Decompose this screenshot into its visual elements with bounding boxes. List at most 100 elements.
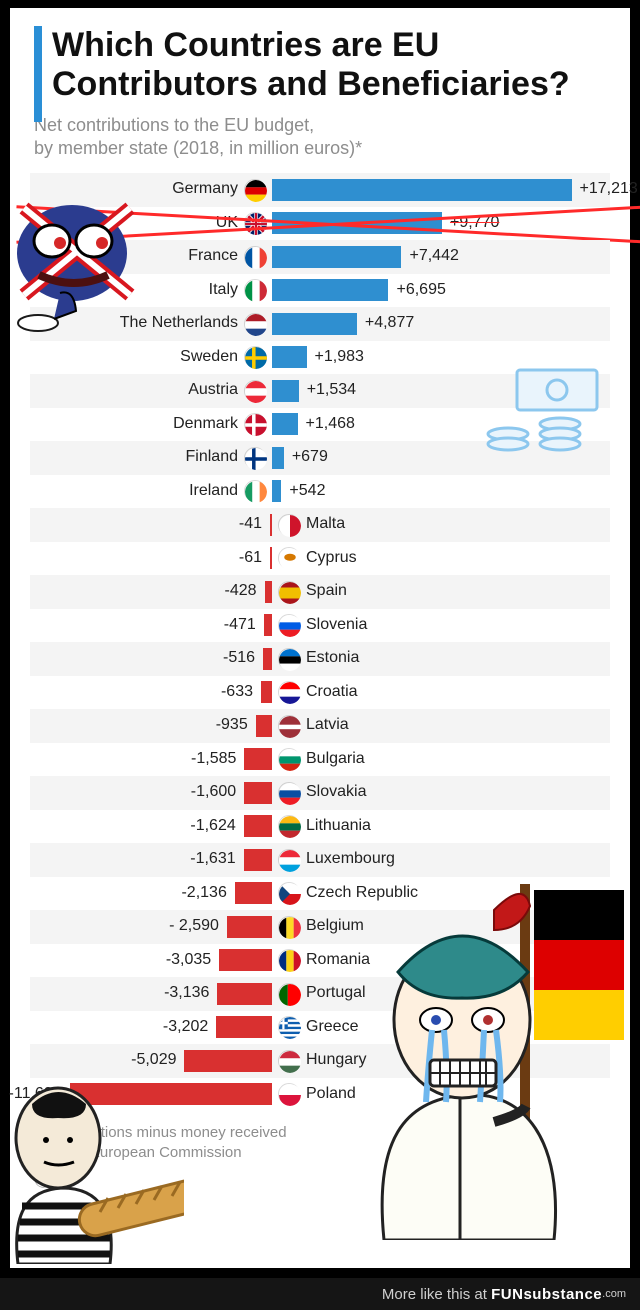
country-label: Poland <box>306 1085 356 1103</box>
value-label: +542 <box>289 482 325 500</box>
country-label: The Netherlands <box>120 314 238 332</box>
bar <box>216 1016 272 1038</box>
bar <box>219 949 272 971</box>
flag-icon <box>278 782 300 804</box>
flag-icon <box>278 882 300 904</box>
country-label: Italy <box>209 281 238 299</box>
flag-icon <box>278 949 300 971</box>
bar <box>272 480 281 502</box>
flag-icon <box>278 748 300 770</box>
country-label: Austria <box>188 381 238 399</box>
bar-row: Slovakia-1,600 <box>30 776 610 810</box>
bar <box>272 413 298 435</box>
value-label: -41 <box>239 515 262 533</box>
bar-row: Ireland +542 <box>30 475 610 509</box>
footnote: * Contributions minus money received Sou… <box>34 1123 610 1192</box>
bar-row: Latvia-935 <box>30 709 610 743</box>
country-label: Croatia <box>306 683 358 701</box>
bar-row: Belgium - 2,590 <box>30 910 610 944</box>
bar-row: Slovenia-471 <box>30 609 610 643</box>
bar-row: UK+9,770 <box>30 207 610 241</box>
bar <box>244 815 272 837</box>
bar-row: Bulgaria -1,585 <box>30 743 610 777</box>
country-label: Romania <box>306 951 370 969</box>
footnote-line1: * Contributions minus money received <box>34 1124 287 1141</box>
value-label: -516 <box>223 649 255 667</box>
flag-icon <box>278 1083 300 1105</box>
flag-icon <box>278 715 300 737</box>
value-label: -1,631 <box>190 850 235 868</box>
bar <box>270 547 272 569</box>
flag-icon <box>278 916 300 938</box>
flag-icon <box>244 246 266 268</box>
bar <box>244 782 272 804</box>
value-label: -1,600 <box>191 783 236 801</box>
value-label: +6,695 <box>396 281 445 299</box>
page: Which Countries are EU Contributors and … <box>0 0 640 1310</box>
flag-icon <box>278 547 300 569</box>
value-label: -3,202 <box>163 1018 208 1036</box>
country-label: Lithuania <box>306 817 371 835</box>
site-footer: More like this at FUNsubstance .com <box>0 1278 640 1310</box>
value-label: -11,632 <box>9 1085 62 1103</box>
subtitle-line1: Net contributions to the EU budget, <box>34 115 314 135</box>
bar <box>261 681 272 703</box>
flag-icon <box>278 983 300 1005</box>
value-label: -1,624 <box>190 817 235 835</box>
bar <box>265 581 272 603</box>
bar <box>272 279 388 301</box>
bar <box>217 983 272 1005</box>
bar <box>244 849 272 871</box>
cc-icon: ⓒⓔ <box>34 1168 70 1192</box>
value-label: -61 <box>239 549 262 567</box>
value-label: +679 <box>292 448 328 466</box>
flag-icon <box>278 648 300 670</box>
bar-row: Romania -3,035 <box>30 944 610 978</box>
bar <box>70 1083 272 1105</box>
country-label: Portugal <box>306 984 366 1002</box>
bar-row: Cyprus -61 <box>30 542 610 576</box>
value-label: -5,029 <box>131 1051 176 1069</box>
flag-icon <box>244 313 266 335</box>
country-label: Spain <box>306 582 347 600</box>
footer-brand: FUNsubstance <box>491 1286 602 1303</box>
bar <box>272 380 299 402</box>
flag-icon <box>278 581 300 603</box>
bar-row: Hungary-5,029 <box>30 1044 610 1078</box>
country-label: France <box>188 247 238 265</box>
flag-icon <box>244 413 266 435</box>
bar <box>263 648 272 670</box>
country-label: Luxembourg <box>306 850 395 868</box>
bar <box>244 748 272 770</box>
value-label: -633 <box>221 683 253 701</box>
value-label: -1,585 <box>191 750 236 768</box>
value-label: +4,877 <box>365 314 414 332</box>
value-label: - 2,590 <box>169 917 219 935</box>
country-label: Bulgaria <box>306 750 365 768</box>
value-label: +1,468 <box>306 415 355 433</box>
flag-icon <box>244 346 266 368</box>
flag-icon <box>278 815 300 837</box>
bar-chart: Germany+17,213UK+9,770France+7,442Italy+… <box>30 173 610 1111</box>
country-label: Estonia <box>306 649 359 667</box>
infographic-card: Which Countries are EU Contributors and … <box>10 8 630 1268</box>
value-label: -2,136 <box>181 884 226 902</box>
bar <box>184 1050 272 1072</box>
bar <box>272 179 572 201</box>
flag-icon <box>278 849 300 871</box>
country-label: Cyprus <box>306 549 357 567</box>
bar <box>272 447 284 469</box>
flag-icon <box>244 480 266 502</box>
bar-row: Malta -41 <box>30 508 610 542</box>
bar <box>272 346 307 368</box>
money-icon <box>482 366 602 466</box>
country-label: Malta <box>306 515 345 533</box>
title-accent-bar <box>34 26 42 122</box>
country-label: Belgium <box>306 917 364 935</box>
bar <box>270 514 272 536</box>
country-label: Ireland <box>189 482 238 500</box>
bar-row: Poland-11,632 <box>30 1078 610 1112</box>
value-label: -3,035 <box>166 951 211 969</box>
country-label: Finland <box>186 448 238 466</box>
country-label: Greece <box>306 1018 358 1036</box>
